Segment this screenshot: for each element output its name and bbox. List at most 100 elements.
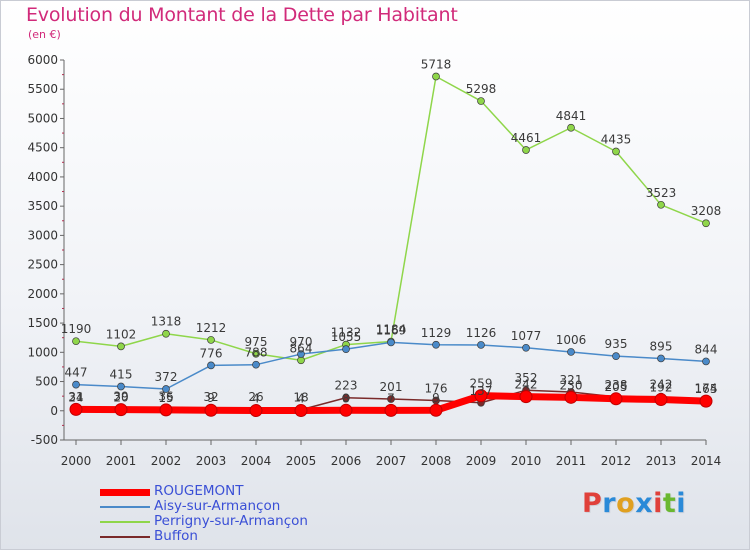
data-label: 1077: [511, 329, 542, 343]
x-tick-label: 2003: [196, 454, 227, 468]
data-point: [117, 382, 125, 391]
legend-swatch: [100, 521, 150, 523]
data-label: 3208: [691, 204, 722, 218]
data-label: 415: [110, 368, 133, 382]
data-label: 970: [290, 335, 313, 349]
data-label: 3523: [646, 186, 677, 200]
data-point: [207, 336, 215, 344]
data-label: 1318: [151, 315, 182, 329]
data-label: 447: [65, 366, 88, 380]
data-label: 201: [380, 380, 403, 394]
data-label: 4: [297, 392, 305, 406]
logo-letter: i: [676, 488, 687, 519]
data-point: [612, 147, 620, 156]
x-tick-label: 2008: [421, 454, 452, 468]
data-label: 776: [200, 346, 223, 360]
data-point: [477, 341, 485, 349]
legend-swatch: [100, 489, 150, 496]
data-label: 192: [650, 381, 673, 395]
logo-letter: P: [582, 488, 603, 519]
logo-letter: r: [602, 488, 617, 519]
data-point: [72, 337, 80, 346]
data-label: 31: [68, 390, 83, 404]
chart-title: Evolution du Montant de la Dette par Hab…: [26, 4, 458, 26]
data-label: 137: [470, 384, 493, 398]
data-point: [702, 219, 710, 228]
axes: -500050010001500200025003000350040004500…: [27, 53, 721, 468]
data-point: [252, 349, 260, 358]
y-tick-label: -500: [31, 433, 58, 447]
x-tick-label: 2009: [466, 454, 497, 468]
data-label: 895: [650, 339, 673, 353]
data-label: 788: [245, 346, 268, 360]
data-label: 4841: [556, 109, 587, 123]
data-point: [207, 361, 215, 370]
data-label: 223: [335, 379, 358, 393]
data-label: 7: [387, 391, 395, 405]
x-tick-label: 2001: [106, 454, 137, 468]
y-tick-label: 1500: [27, 316, 58, 330]
data-labels-layer: 24 20 15 9 4 4 8 7 9 259 242 230 205 192 165 447 415 372 7…: [61, 57, 722, 405]
data-point: [69, 402, 83, 416]
data-point: [612, 352, 620, 360]
data-label: 864: [290, 341, 313, 355]
data-label: 321: [560, 373, 583, 387]
data-label: 5718: [421, 57, 452, 71]
data-point: [654, 393, 668, 407]
data-label: 20: [113, 391, 128, 405]
data-label: 372: [155, 370, 178, 384]
x-tick-label: 2000: [61, 454, 92, 468]
data-label: 230: [560, 378, 583, 392]
data-point: [387, 395, 395, 403]
data-point: [162, 329, 170, 338]
y-tick-label: 6000: [27, 53, 58, 67]
data-point: [159, 403, 173, 417]
data-label: 5298: [466, 82, 497, 96]
legend-label: Aisy-sur-Armançon: [154, 498, 281, 514]
y-tick-label: 0: [50, 404, 58, 418]
data-label: 1184: [376, 323, 407, 337]
data-point: [657, 200, 665, 209]
data-point: [339, 403, 353, 417]
y-tick-label: 3500: [27, 199, 58, 213]
data-label: 26: [248, 390, 263, 404]
data-point: [522, 343, 530, 352]
proxiti-logo: Proxiti: [582, 488, 686, 519]
data-label: 36: [158, 390, 173, 404]
x-tick-label: 2006: [331, 454, 362, 468]
data-label: 259: [470, 377, 493, 391]
data-label: 15: [158, 391, 173, 405]
data-label: 39: [113, 389, 128, 403]
series-aisy-sur-arman-on: [72, 338, 710, 393]
logo-letter: o: [616, 488, 636, 519]
x-tick-label: 2010: [511, 454, 542, 468]
data-label: 242: [650, 378, 673, 392]
x-tick-label: 2002: [151, 454, 182, 468]
data-label: 844: [695, 342, 718, 356]
data-point: [72, 380, 80, 389]
data-point: [432, 340, 440, 349]
data-point: [477, 97, 485, 105]
legend-label: Perrigny-sur-Armançon: [154, 513, 308, 529]
x-tick-label: 2012: [601, 454, 632, 468]
logo-letter: x: [635, 488, 654, 519]
data-label: 165: [695, 382, 718, 396]
data-point: [117, 342, 125, 351]
unit-label: (en €): [28, 28, 61, 41]
data-point: [162, 385, 170, 393]
data-label: 4435: [601, 132, 632, 146]
data-label: 4: [252, 392, 260, 406]
data-label: 205: [605, 380, 628, 394]
y-tick-label: 5500: [27, 82, 58, 96]
data-point: [297, 350, 305, 358]
series-rougemont: [69, 389, 713, 418]
data-label: 1169: [376, 323, 407, 337]
data-point: [657, 354, 665, 363]
x-tick-label: 2014: [691, 454, 722, 468]
data-label: 242: [515, 378, 538, 392]
data-label: 1055: [331, 330, 362, 344]
data-point: [567, 123, 575, 132]
data-point: [519, 390, 533, 404]
x-tick-label: 2005: [286, 454, 317, 468]
data-label: 1102: [106, 327, 137, 341]
